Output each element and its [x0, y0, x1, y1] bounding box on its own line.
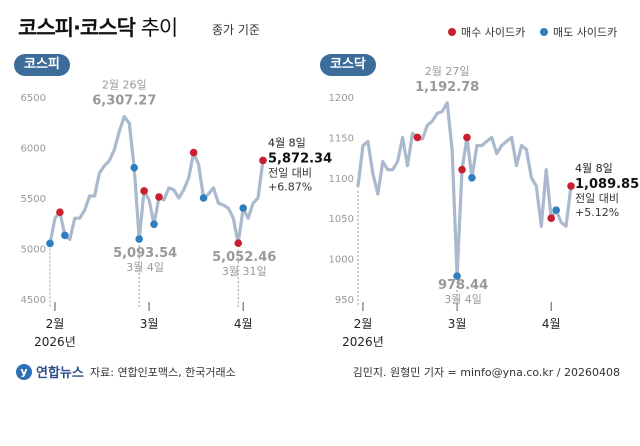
kospi-sell-sidecar-point	[130, 163, 139, 172]
legend-buy: 매수 사이드카	[448, 24, 525, 40]
kosdaq-buy-sidecar-point	[567, 182, 575, 190]
kospi-sell-sidecar-point	[239, 204, 247, 212]
kosdaq-sell-sidecar-point	[552, 206, 560, 214]
kospi-annotation-value: 6,307.27	[92, 93, 156, 108]
legend-buy-dot	[448, 28, 456, 36]
kospi-y-tick-label: 6000	[21, 144, 46, 155]
logo-icon: y	[16, 363, 32, 380]
kosdaq-y-tick-label: 1200	[329, 93, 354, 104]
page-title: 코스피·코스닥 추이	[18, 12, 179, 42]
kospi-buy-sidecar-point	[140, 187, 148, 195]
kosdaq-x-tick-label: 3월	[448, 317, 467, 331]
kosdaq-series-line	[356, 101, 573, 278]
kospi-buy-sidecar-point	[234, 239, 243, 248]
kosdaq-y-tick-label: 950	[335, 295, 354, 306]
kospi-year-label: 2026년	[34, 335, 76, 349]
page-title-light: 추이	[134, 16, 179, 40]
kosdaq-last-value: 1,089.85	[575, 177, 639, 192]
kosdaq-last-date: 4월 8일	[575, 161, 613, 175]
page-title-bold: 코스피·코스닥	[18, 16, 136, 40]
kospi-annotation-date: 3월 31일	[222, 264, 267, 278]
logo-text: 연합뉴스	[36, 366, 84, 381]
kosdaq-y-tick-label: 1150	[329, 133, 354, 144]
logo: y 연합뉴스	[16, 362, 84, 381]
kospi-x-tick-label: 4월	[234, 317, 253, 331]
kosdaq-panel-label: 코스닥	[320, 54, 376, 76]
kosdaq-annotation-value: 1,192.78	[415, 80, 479, 95]
kospi-annotation-date: 3월 4일	[126, 260, 164, 274]
kospi-buy-sidecar-point	[155, 193, 163, 201]
kospi-last-change-label: 전일 대비	[268, 165, 312, 179]
kosdaq-year-label: 2026년	[342, 335, 384, 349]
kospi-last-date: 4월 8일	[268, 135, 306, 149]
kospi-sell-sidecar-point	[61, 231, 69, 240]
legend-sell-dot	[540, 28, 548, 36]
kospi-buy-sidecar-point	[259, 156, 267, 165]
kosdaq-x-tick-label: 2월	[354, 317, 373, 331]
kosdaq-last-change-label: 전일 대비	[575, 191, 619, 205]
kospi-sell-sidecar-point	[150, 220, 158, 229]
kospi-annotation-value: 5,052.46	[212, 250, 276, 265]
kospi-y-tick-label: 6500	[21, 93, 46, 104]
kosdaq-y-tick-label: 1100	[329, 174, 354, 185]
kospi-sell-sidecar-point	[135, 235, 143, 243]
kospi-buy-sidecar-point	[189, 148, 198, 157]
kosdaq-buy-sidecar-point	[547, 214, 555, 222]
kospi-series-line	[48, 114, 265, 245]
kospi-y-tick-label: 4500	[21, 295, 46, 306]
kosdaq-buy-sidecar-point	[458, 165, 466, 174]
kospi-panel-label: 코스피	[14, 54, 70, 76]
kosdaq-x-tick-label: 4월	[542, 317, 561, 331]
kosdaq-buy-sidecar-point	[463, 133, 471, 142]
kosdaq-sell-sidecar-point	[453, 272, 461, 280]
kospi-sell-sidecar-point	[46, 239, 54, 248]
kospi-y-tick-label: 5500	[21, 194, 46, 205]
source-note: 자료: 연합인포맥스, 한국거래소	[90, 366, 236, 379]
kospi-sell-sidecar-point	[199, 194, 208, 202]
kosdaq-y-tick-label: 1000	[329, 255, 354, 266]
kosdaq-y-tick-label: 1050	[329, 214, 354, 225]
kosdaq-annotation-date: 3월 4일	[444, 292, 482, 306]
kospi-annotation-value: 5,093.54	[113, 246, 177, 261]
kospi-x-tick-label: 2월	[46, 317, 65, 331]
kosdaq-sell-sidecar-point	[468, 174, 476, 182]
kosdaq-buy-sidecar-point	[413, 133, 422, 142]
kosdaq-annotation-date: 2월 27일	[425, 64, 470, 78]
kospi-y-tick-label: 5000	[21, 245, 46, 256]
kosdaq-annotation-value: 978.44	[438, 278, 488, 293]
page-subtitle: 종가 기준	[212, 23, 260, 37]
kospi-x-tick-label: 3월	[140, 317, 159, 331]
kospi-annotation-date: 2월 26일	[102, 77, 147, 91]
legend-buy-label: 매수 사이드카	[461, 26, 526, 39]
credit-note: 김민지. 원형민 기자 = minfo@yna.co.kr / 20260408	[352, 366, 620, 379]
legend-sell-label: 매도 사이드카	[553, 26, 618, 39]
kospi-last-value: 5,872.34	[268, 151, 332, 166]
legend-sell: 매도 사이드카	[540, 24, 617, 40]
kospi-buy-sidecar-point	[56, 208, 64, 216]
kospi-last-change: +6.87%	[268, 180, 312, 193]
kosdaq-last-change: +5.12%	[575, 206, 619, 219]
